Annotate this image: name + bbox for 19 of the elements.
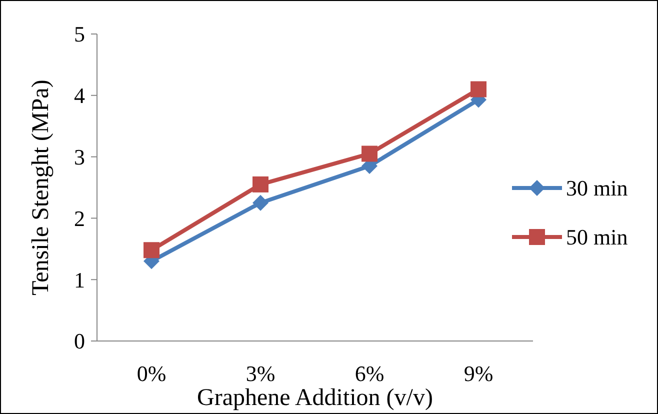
y-tick-label: 5 xyxy=(74,22,85,47)
x-axis-title: Graphene Addition (v/v) xyxy=(197,385,433,411)
point xyxy=(470,81,486,98)
point xyxy=(252,194,268,211)
y-tick-label: 1 xyxy=(74,267,85,292)
point xyxy=(144,242,160,258)
point xyxy=(362,146,378,162)
x-tick-label: 0% xyxy=(136,361,166,386)
y-tick-label: 0 xyxy=(74,328,85,354)
legend-label: 50 min xyxy=(566,224,628,250)
x-tick-label: 9% xyxy=(464,361,494,386)
legend-label: 30 min xyxy=(566,176,628,201)
x-tick-label: 6% xyxy=(354,361,384,386)
point xyxy=(252,176,268,192)
x-tick-label: 3% xyxy=(246,361,276,386)
y-tick-label: 3 xyxy=(74,144,85,170)
y-tick-label: 2 xyxy=(74,206,85,231)
y-axis-title: Tensile Stenght (MPa) xyxy=(28,80,54,296)
y-tick-label: 4 xyxy=(74,83,85,108)
